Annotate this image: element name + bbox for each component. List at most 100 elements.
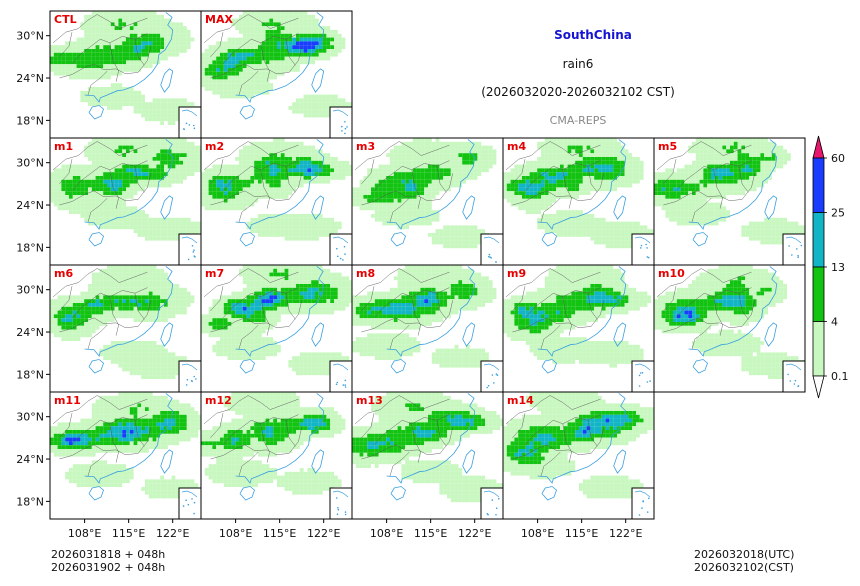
precip-cell (273, 30, 277, 34)
precip-cell (110, 287, 115, 292)
precip-cell (126, 164, 130, 169)
precip-cell (337, 164, 342, 169)
precip-cell (722, 191, 727, 195)
precip-cell (636, 225, 640, 230)
precip-cell (183, 160, 187, 165)
precip-cell (322, 52, 327, 57)
precip-cell (133, 284, 138, 288)
precip-cell (167, 225, 172, 230)
precip-cell (99, 172, 104, 176)
precip-cell (223, 64, 228, 68)
precip-cell (107, 179, 111, 184)
precip-cell (443, 172, 447, 176)
precip-cell (695, 168, 700, 173)
precip-cell (88, 221, 92, 226)
precip-cell (277, 229, 281, 233)
precip-cell (688, 195, 692, 199)
precip-cell (401, 225, 406, 230)
precip-cell (378, 210, 383, 214)
precip-cell (53, 187, 58, 192)
precip-cell (401, 153, 406, 157)
precip-cell (695, 153, 700, 157)
precip-cell (477, 141, 482, 146)
precip-cell (95, 22, 100, 27)
precip-cell (239, 179, 243, 184)
precip-cell (390, 217, 394, 222)
precip-cell (95, 37, 100, 42)
precip-cell (594, 138, 598, 142)
precip-cell (137, 303, 142, 307)
precip-cell (439, 229, 444, 233)
precip-cell (556, 153, 560, 157)
precip-cell (771, 233, 776, 237)
precip-cell (148, 295, 153, 300)
precip-cell (318, 56, 323, 61)
province-border (222, 160, 299, 192)
precip-cell (122, 299, 126, 303)
precip-cell (72, 179, 77, 184)
province-border (656, 141, 702, 170)
precip-cell (563, 221, 568, 226)
precip-cell (220, 168, 224, 173)
precip-cell (768, 233, 772, 237)
precip-cell (447, 145, 451, 150)
precip-cell (129, 56, 134, 61)
precip-cell (431, 160, 436, 165)
precip-cell (227, 164, 232, 169)
precip-cell (299, 176, 304, 180)
precip-cell (133, 138, 138, 142)
precip-cell (122, 102, 126, 106)
precip-cell (695, 160, 700, 165)
precip-cell (525, 179, 530, 184)
precip-cell (586, 141, 591, 146)
precip-cell (695, 157, 700, 161)
precip-cell (322, 160, 327, 165)
precip-cell (239, 149, 243, 154)
precip-cell (160, 291, 164, 296)
precip-cell (129, 68, 134, 72)
precip-cell (714, 195, 719, 199)
precip-cell (91, 202, 96, 207)
precip-cell (57, 172, 62, 176)
precip-cell (107, 90, 111, 95)
precip-cell (103, 221, 107, 226)
precip-cell (103, 214, 107, 218)
precip-cell (269, 52, 274, 57)
precip-cell (303, 98, 308, 103)
precip-cell (107, 157, 111, 161)
precip-cell (129, 168, 134, 173)
precip-cell (216, 68, 220, 72)
precip-cell (65, 183, 69, 188)
precip-cell (420, 214, 425, 218)
precip-cell (548, 160, 553, 165)
precip-cell (756, 153, 761, 157)
precip-cell (355, 187, 360, 192)
precip-cell (204, 87, 209, 91)
precip-cell (541, 187, 545, 192)
precip-cell (84, 195, 88, 199)
precip-cell (303, 145, 308, 150)
precip-cell (378, 179, 383, 184)
precip-cell (424, 191, 428, 195)
precip-cell (673, 179, 677, 184)
precip-cell (628, 160, 633, 165)
precip-cell (186, 172, 191, 176)
precip-cell (254, 141, 258, 146)
precip-cell (179, 22, 183, 27)
precip-cell (103, 18, 107, 23)
precip-cell (745, 183, 749, 188)
period-title: (2026032020-2026032102 CST) (481, 85, 675, 99)
precip-cell (371, 202, 375, 207)
precip-cell (768, 164, 772, 169)
precip-cell (299, 160, 304, 165)
precip-cell (601, 141, 606, 146)
precip-cell (692, 187, 696, 192)
precip-cell (133, 49, 138, 53)
precip-cell (741, 157, 746, 161)
precip-cell (768, 176, 772, 180)
precip-cell (307, 172, 312, 176)
precip-cell (133, 149, 138, 154)
precip-cell (72, 60, 77, 65)
precip-cell (676, 168, 681, 173)
precip-cell (269, 22, 274, 27)
